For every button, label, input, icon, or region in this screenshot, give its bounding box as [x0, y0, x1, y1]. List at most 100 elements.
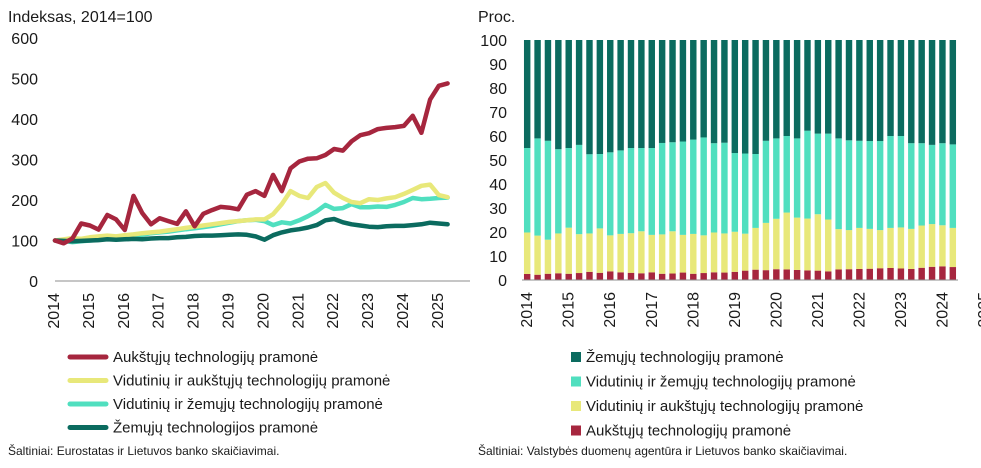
bar-segment-medium-high-tech — [627, 233, 635, 273]
bar-segment-low-tech — [908, 40, 915, 144]
left-y-tick-label: 0 — [29, 274, 38, 291]
bar-segment-medium-high-tech — [617, 233, 624, 273]
bar-segment-medium-low-tech — [544, 140, 552, 240]
right-y-tick-label: 60 — [489, 129, 507, 146]
bar-segment-low-tech — [710, 40, 718, 144]
left-x-tick-label: 2015 — [81, 293, 98, 329]
bar-segment-medium-low-tech — [928, 144, 936, 225]
legend-swatch-low-tech — [571, 352, 581, 362]
bar-segment-medium-high-tech — [928, 224, 936, 267]
bar-segment-high-tech — [607, 271, 614, 280]
bar-segment-high-tech — [544, 273, 552, 280]
left-y-tick-label: 600 — [11, 31, 38, 48]
bar-segment-medium-high-tech — [638, 231, 645, 274]
bar-segment-low-tech — [679, 40, 687, 142]
bar-segment-low-tech — [638, 40, 645, 148]
bar-segment-low-tech — [928, 40, 936, 145]
bar-segment-medium-low-tech — [773, 138, 780, 219]
bar-segment-medium-high-tech — [835, 229, 842, 270]
bar-segment-low-tech — [773, 40, 780, 139]
left-source-note: Šaltiniai: Eurostatas ir Lietuvos banko … — [8, 443, 279, 458]
legend-swatch-medium-high-tech — [571, 401, 581, 411]
left-y-tick-label: 500 — [11, 72, 38, 89]
bar-segment-medium-low-tech — [856, 140, 863, 228]
bar-segment-medium-high-tech — [523, 232, 531, 274]
bar-segment-medium-low-tech — [731, 153, 739, 232]
bar-segment-medium-low-tech — [617, 150, 624, 234]
right-x-tick-label: 2024 — [934, 292, 951, 328]
right-x-tick-label: 2019 — [727, 292, 744, 328]
bar-segment-low-tech — [544, 40, 552, 141]
bar-segment-medium-low-tech — [741, 153, 749, 234]
bar-segment-medium-high-tech — [710, 232, 718, 273]
left-x-tick-label: 2018 — [186, 293, 203, 329]
bar-segment-medium-high-tech — [596, 228, 604, 273]
bar-segment-low-tech — [596, 40, 604, 154]
bar-segment-medium-low-tech — [690, 139, 697, 234]
left-y-tick-label: 100 — [11, 234, 38, 251]
legend-label: Žemųjų technologijų pramonė — [586, 349, 784, 366]
bar-segment-low-tech — [897, 40, 905, 136]
bar-segment-low-tech — [835, 40, 842, 139]
bar-segment-low-tech — [627, 40, 635, 148]
bar-segment-low-tech — [876, 40, 884, 142]
bar-segment-high-tech — [887, 268, 894, 280]
bar-segment-medium-low-tech — [949, 144, 957, 228]
bar-segment-medium-low-tech — [939, 143, 946, 226]
bar-segment-medium-low-tech — [793, 138, 801, 218]
bar-segment-medium-high-tech — [866, 228, 873, 269]
bar-segment-low-tech — [731, 40, 739, 154]
left-x-tick-label: 2017 — [151, 293, 168, 329]
right-y-axis-ticks: 0 10 20 30 40 50 60 70 80 90 100 — [480, 33, 507, 290]
right-y-tick-label: 40 — [489, 177, 507, 194]
bar-segment-medium-low-tech — [876, 141, 884, 231]
left-x-tick-label: 2022 — [325, 293, 342, 329]
bar-segment-medium-high-tech — [908, 228, 915, 269]
bar-segment-low-tech — [845, 40, 853, 141]
bar-segment-medium-low-tech — [710, 143, 718, 233]
bar-segment-high-tech — [575, 273, 583, 280]
bar-segment-high-tech — [773, 269, 780, 280]
bar-segment-high-tech — [523, 274, 531, 280]
bar-segment-high-tech — [897, 268, 905, 280]
series-line-low-tech — [52, 216, 450, 244]
bar-segment-medium-high-tech — [939, 225, 946, 267]
right-x-tick-label: 2022 — [851, 292, 868, 328]
bar-segment-high-tech — [793, 269, 801, 280]
legend-label: Vidutinių ir aukštųjų technologijų pramo… — [586, 398, 863, 415]
right-y-tick-label: 20 — [489, 225, 507, 242]
left-x-tick-label: 2016 — [116, 293, 133, 329]
bar-segment-high-tech — [814, 270, 822, 280]
bar-segment-medium-high-tech — [721, 233, 728, 273]
bar-segment-high-tech — [627, 272, 635, 280]
bar-segment-medium-low-tech — [918, 143, 925, 226]
bar-segment-medium-low-tech — [700, 137, 707, 236]
bar-segment-medium-low-tech — [887, 136, 894, 228]
right-stacked-bars — [523, 40, 957, 280]
bar-segment-low-tech — [793, 40, 801, 139]
legend-swatch-high-tech — [571, 425, 581, 436]
bar-segment-medium-low-tech — [845, 140, 853, 231]
legend-swatch-medium-low-tech — [571, 376, 581, 387]
bar-segment-high-tech — [804, 270, 811, 280]
bar-segment-medium-low-tech — [555, 149, 562, 234]
bar-segment-low-tech — [700, 40, 707, 138]
right-x-tick-label: 2020 — [768, 292, 785, 328]
left-x-tick-label: 2024 — [395, 293, 412, 329]
bar-segment-medium-low-tech — [586, 154, 593, 234]
legend-label: Vidutinių ir žemųjų technologijų pramonė — [113, 396, 383, 413]
bar-segment-medium-low-tech — [565, 148, 572, 228]
bar-segment-medium-high-tech — [762, 222, 770, 271]
bar-segment-medium-high-tech — [949, 227, 957, 268]
bar-segment-medium-high-tech — [752, 227, 759, 270]
bar-segment-medium-high-tech — [700, 235, 707, 274]
bar-segment-low-tech — [814, 40, 822, 134]
bar-segment-medium-low-tech — [897, 136, 905, 228]
right-x-tick-label: 2014 — [519, 292, 536, 328]
bar-segment-medium-low-tech — [679, 141, 687, 235]
bar-segment-medium-high-tech — [918, 225, 925, 268]
bar-segment-high-tech — [710, 272, 718, 280]
bar-segment-medium-low-tech — [575, 144, 583, 235]
bar-segment-medium-low-tech — [835, 138, 842, 230]
